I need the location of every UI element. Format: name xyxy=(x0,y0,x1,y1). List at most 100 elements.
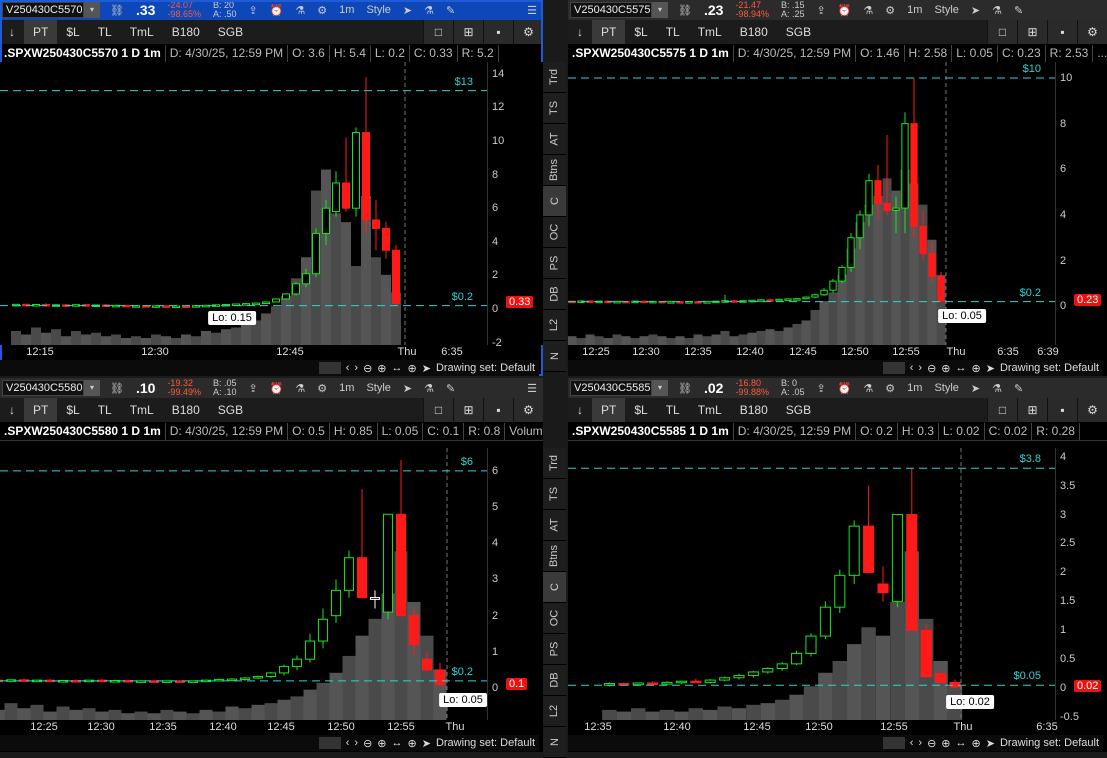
flask-icon[interactable]: ⚗ xyxy=(863,4,874,17)
drawing-set-selector[interactable]: Drawing set: Default xyxy=(999,737,1099,749)
symbol-input[interactable]: V250430C5570 xyxy=(2,2,84,18)
side-tab-n[interactable]: N xyxy=(543,341,566,372)
single-layout-button[interactable]: □ xyxy=(987,20,1017,44)
side-tab-c[interactable]: C xyxy=(543,186,566,217)
menu-icon[interactable]: ☰ xyxy=(527,4,537,17)
side-tab-db[interactable]: DB xyxy=(543,665,566,696)
scrollbar-thumb[interactable] xyxy=(318,737,341,749)
fit-icon[interactable]: ↔ xyxy=(955,737,967,749)
pointer-icon[interactable]: ➤ xyxy=(985,737,995,750)
crosshair-icon[interactable]: ⊕ xyxy=(971,737,981,750)
side-tab-n[interactable]: N xyxy=(543,727,566,758)
scroll-left-button[interactable]: ‹ xyxy=(345,737,350,749)
side-tab-ps[interactable]: PS xyxy=(543,248,566,279)
zoom-in-icon[interactable]: ⊕ xyxy=(941,737,951,750)
interval-button[interactable]: 1m xyxy=(339,382,355,394)
tool-sl[interactable]: $L xyxy=(66,403,80,417)
alert-icon[interactable]: ⏰ xyxy=(269,382,284,395)
pin-icon[interactable]: ↓ xyxy=(577,25,583,39)
price-plot[interactable]: $3.8 $0.05 Lo: 0.02 xyxy=(568,448,1055,720)
chart-settings-gear-icon[interactable]: ⚙ xyxy=(1077,20,1107,44)
fit-icon[interactable]: ↔ xyxy=(391,737,403,749)
zoom-out-icon[interactable]: ⊖ xyxy=(927,737,937,750)
zoom-out-icon[interactable]: ⊖ xyxy=(363,737,373,750)
tool-pt[interactable]: PT xyxy=(24,20,58,44)
tool-sl[interactable]: $L xyxy=(66,25,80,39)
price-axis[interactable]: 10 8 6 4 2 0 0.23 xyxy=(1055,62,1107,345)
tool-tml[interactable]: TmL xyxy=(129,403,154,417)
tool-tml[interactable]: TmL xyxy=(697,403,722,417)
link-icon[interactable]: ⛓ xyxy=(110,382,124,395)
price-plot[interactable]: $10 $0.2 Lo: 0.05 xyxy=(568,62,1055,345)
studies-flask-icon[interactable]: ⚗ xyxy=(424,382,434,395)
alert-icon[interactable]: ⏰ xyxy=(837,382,852,395)
price-axis[interactable]: 6 5 4 3 2 1 0 0.1 xyxy=(487,448,543,720)
tool-pt[interactable]: PT xyxy=(592,398,626,422)
fit-icon[interactable]: ↔ xyxy=(391,362,403,374)
side-tab-db[interactable]: DB xyxy=(543,279,566,310)
compact-button[interactable]: ▪ xyxy=(483,398,513,422)
link-icon[interactable]: ⛓ xyxy=(678,382,692,395)
grid-layout-button[interactable]: ⊞ xyxy=(1017,20,1047,44)
drawing-set-selector[interactable]: Drawing set: Default xyxy=(435,362,535,374)
flask-icon[interactable]: ⚗ xyxy=(295,4,306,17)
tool-sgb[interactable]: SGB xyxy=(785,25,812,39)
style-button[interactable]: Style xyxy=(366,382,391,394)
scrollbar-thumb[interactable] xyxy=(318,362,341,374)
side-tab-ts[interactable]: TS xyxy=(543,93,566,124)
drawings-icon[interactable]: ✎ xyxy=(446,382,456,395)
tool-b180[interactable]: B180 xyxy=(739,25,768,39)
symbol-dropdown-button[interactable]: ▾ xyxy=(652,380,668,396)
scroll-right-button[interactable]: › xyxy=(354,737,359,749)
alert-icon[interactable]: ⏰ xyxy=(269,4,284,17)
price-plot[interactable]: $13 $0.2 Lo: 0.15 xyxy=(0,62,487,345)
single-layout-button[interactable]: □ xyxy=(423,20,453,44)
cursor-icon[interactable]: ➤ xyxy=(970,382,981,395)
pointer-icon[interactable]: ➤ xyxy=(985,362,995,375)
tool-pt[interactable]: PT xyxy=(24,398,58,422)
tool-sl[interactable]: $L xyxy=(634,25,648,39)
gear-icon[interactable]: ⚙ xyxy=(317,382,328,395)
tool-tl[interactable]: TL xyxy=(665,403,680,417)
side-tab-trd[interactable]: Trd xyxy=(543,62,566,93)
tool-sl[interactable]: $L xyxy=(634,403,648,417)
gear-icon[interactable]: ⚙ xyxy=(317,4,328,17)
studies-flask-icon[interactable]: ⚗ xyxy=(992,4,1002,17)
tool-b180[interactable]: B180 xyxy=(171,403,200,417)
interval-button[interactable]: 1m xyxy=(907,4,923,16)
share-icon[interactable]: ⇪ xyxy=(816,4,826,17)
side-tab-l2[interactable]: L2 xyxy=(543,310,566,341)
drawing-set-selector[interactable]: Drawing set: Default xyxy=(435,737,535,749)
studies-flask-icon[interactable]: ⚗ xyxy=(992,382,1002,395)
flask-icon[interactable]: ⚗ xyxy=(295,382,306,395)
chart-settings-gear-icon[interactable]: ⚙ xyxy=(513,398,543,422)
scroll-right-button[interactable]: › xyxy=(354,362,359,374)
side-tab-oc[interactable]: OC xyxy=(543,603,566,634)
cursor-icon[interactable]: ➤ xyxy=(402,4,413,17)
interval-button[interactable]: 1m xyxy=(339,4,355,16)
style-button[interactable]: Style xyxy=(934,382,959,394)
zoom-out-icon[interactable]: ⊖ xyxy=(927,362,937,375)
side-tab-trd[interactable]: Trd xyxy=(543,448,566,479)
compact-button[interactable]: ▪ xyxy=(483,20,513,44)
studies-flask-icon[interactable]: ⚗ xyxy=(424,4,434,17)
link-icon[interactable]: ⛓ xyxy=(110,4,124,17)
chart-settings-gear-icon[interactable]: ⚙ xyxy=(1077,398,1107,422)
symbol-input[interactable]: V250430C5585 xyxy=(570,380,652,396)
tool-sgb[interactable]: SGB xyxy=(217,403,244,417)
tool-b180[interactable]: B180 xyxy=(171,25,200,39)
scrollbar-thumb[interactable] xyxy=(882,737,905,749)
tool-tl[interactable]: TL xyxy=(97,403,112,417)
link-icon[interactable]: ⛓ xyxy=(678,4,692,17)
side-tab-btns[interactable]: Btns xyxy=(543,155,566,186)
grid-layout-button[interactable]: ⊞ xyxy=(1017,398,1047,422)
price-axis[interactable]: 14 12 10 8 6 4 2 0 -2 0.33 xyxy=(487,62,543,349)
price-plot[interactable]: $6 $0.2 Lo: 0.05 xyxy=(0,448,487,720)
fit-icon[interactable]: ↔ xyxy=(955,362,967,374)
symbol-input[interactable]: V250430C5580 xyxy=(2,380,84,396)
tool-sgb[interactable]: SGB xyxy=(785,403,812,417)
side-tab-c[interactable]: C xyxy=(543,572,566,603)
tool-sgb[interactable]: SGB xyxy=(217,25,244,39)
zoom-in-icon[interactable]: ⊕ xyxy=(941,362,951,375)
interval-button[interactable]: 1m xyxy=(907,382,923,394)
